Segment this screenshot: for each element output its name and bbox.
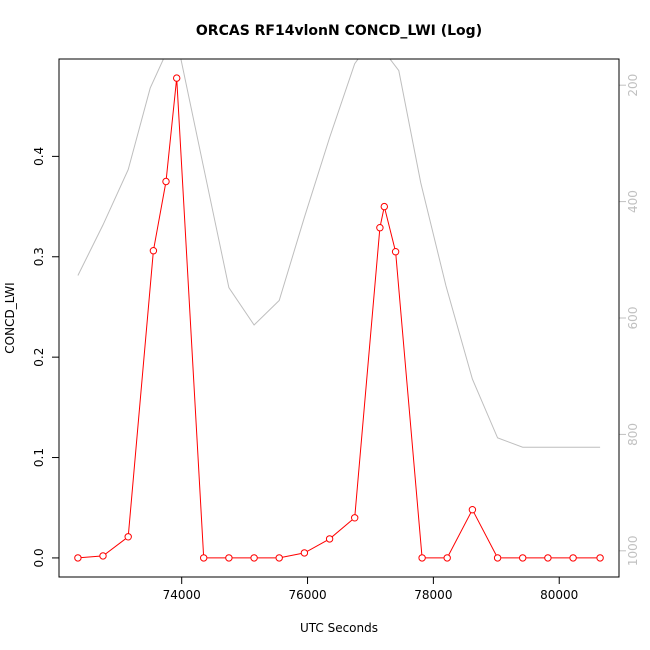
data-point-3 xyxy=(149,247,158,255)
y2-tick-label-0: 200 xyxy=(626,74,640,97)
data-point-12 xyxy=(351,514,359,522)
data-point-4 xyxy=(162,177,170,186)
y-tick-label-3: 0.3 xyxy=(32,247,46,266)
data-point-8 xyxy=(250,554,258,562)
secondary-series-line xyxy=(77,59,601,448)
data-point-7 xyxy=(225,554,233,562)
data-point-9 xyxy=(275,554,283,562)
y-tick-label-4: 0.4 xyxy=(32,147,46,166)
chart-title: ORCAS RF14vlonN CONCD_LWI (Log) xyxy=(196,23,482,39)
data-point-17 xyxy=(443,554,451,562)
data-point-21 xyxy=(544,554,552,562)
x-tick-label-0: 74000 xyxy=(163,588,201,602)
x-tick-label-3: 80000 xyxy=(540,588,578,602)
data-point-1 xyxy=(99,552,107,560)
data-point-10 xyxy=(300,549,309,557)
y-axis-label: CONCD_LWI xyxy=(3,282,17,353)
data-point-22 xyxy=(569,554,577,562)
data-point-23 xyxy=(596,554,604,562)
y2-tick-label-4: 1000 xyxy=(626,536,640,567)
x-tick-label-1: 76000 xyxy=(288,588,326,602)
data-point-2 xyxy=(124,533,132,541)
data-point-11 xyxy=(325,535,334,543)
primary-series-line xyxy=(77,78,601,559)
data-point-19 xyxy=(493,554,502,562)
data-point-15 xyxy=(391,248,400,256)
data-point-6 xyxy=(200,554,208,562)
x-tick-label-2: 78000 xyxy=(414,588,452,602)
data-point-18 xyxy=(468,506,477,514)
plot-layer: 74000 76000 78000 80000 0.0 0.1 0.2 0.3 0.4 200 40… xyxy=(32,59,640,602)
data-point-20 xyxy=(519,554,527,562)
data-point-5 xyxy=(173,74,181,82)
plot-frame xyxy=(58,58,620,578)
y2-tick-label-1: 400 xyxy=(626,190,640,213)
y2-tick-label-3: 800 xyxy=(626,423,640,446)
y-tick-label-1: 0.1 xyxy=(32,448,46,467)
y2-tick-label-2: 600 xyxy=(626,307,640,330)
data-point-16 xyxy=(418,554,426,562)
y-tick-label-0: 0.0 xyxy=(32,548,46,567)
data-point-0 xyxy=(74,554,82,562)
x-axis-label: UTC Seconds xyxy=(300,621,378,635)
y-tick-label-2: 0.2 xyxy=(32,348,46,367)
data-point-14 xyxy=(380,202,388,211)
data-point-13 xyxy=(376,224,384,232)
